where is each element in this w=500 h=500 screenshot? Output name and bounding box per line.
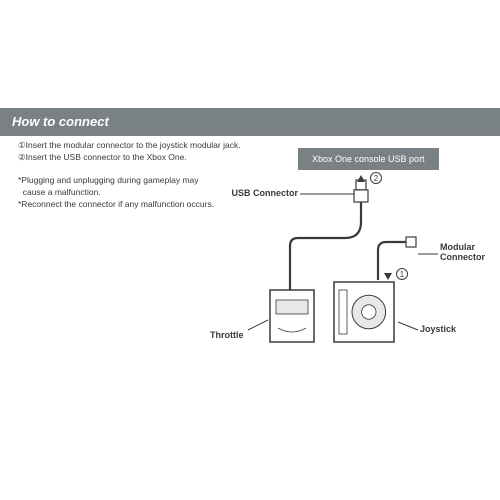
header-title: How to connect bbox=[12, 114, 109, 129]
usb-cable bbox=[290, 202, 361, 290]
throttle-icon bbox=[270, 290, 314, 342]
step-1-marker: 1 bbox=[396, 268, 408, 280]
instruction-2: ②Insert the USB connector to the Xbox On… bbox=[18, 152, 241, 164]
modular-label-1: Modular bbox=[440, 242, 485, 252]
joystick-label: Joystick bbox=[420, 324, 456, 334]
note-2: *Reconnect the connector if any malfunct… bbox=[18, 199, 214, 211]
usb-port-label: Xbox One console USB port bbox=[312, 154, 425, 164]
notes: *Plugging and unplugging during gameplay… bbox=[18, 175, 214, 211]
usb-plug-icon bbox=[354, 180, 368, 202]
instructions: ①Insert the modular connector to the joy… bbox=[18, 140, 241, 164]
note-1a: *Plugging and unplugging during gameplay… bbox=[18, 175, 214, 187]
lead-line bbox=[248, 320, 268, 330]
usb-port-box: Xbox One console USB port bbox=[298, 148, 439, 170]
arrow-up-icon bbox=[357, 175, 365, 182]
step-2-marker: 2 bbox=[370, 172, 382, 184]
throttle-label: Throttle bbox=[210, 330, 244, 340]
instruction-1: ①Insert the modular connector to the joy… bbox=[18, 140, 241, 152]
header-bar: How to connect bbox=[0, 108, 500, 136]
modular-plug-icon bbox=[406, 237, 416, 247]
lead-line bbox=[398, 322, 418, 330]
usb-connector-label: USB Connector bbox=[228, 188, 298, 198]
connection-diagram: USB Connector Modular Connector Throttle… bbox=[238, 172, 478, 372]
modular-connector-label: Modular Connector bbox=[440, 242, 485, 262]
modular-label-2: Connector bbox=[440, 252, 485, 262]
diagram-svg bbox=[238, 172, 478, 372]
note-1b: cause a malfunction. bbox=[18, 187, 214, 199]
joystick-icon bbox=[334, 282, 394, 342]
arrow-down-icon bbox=[384, 273, 392, 280]
